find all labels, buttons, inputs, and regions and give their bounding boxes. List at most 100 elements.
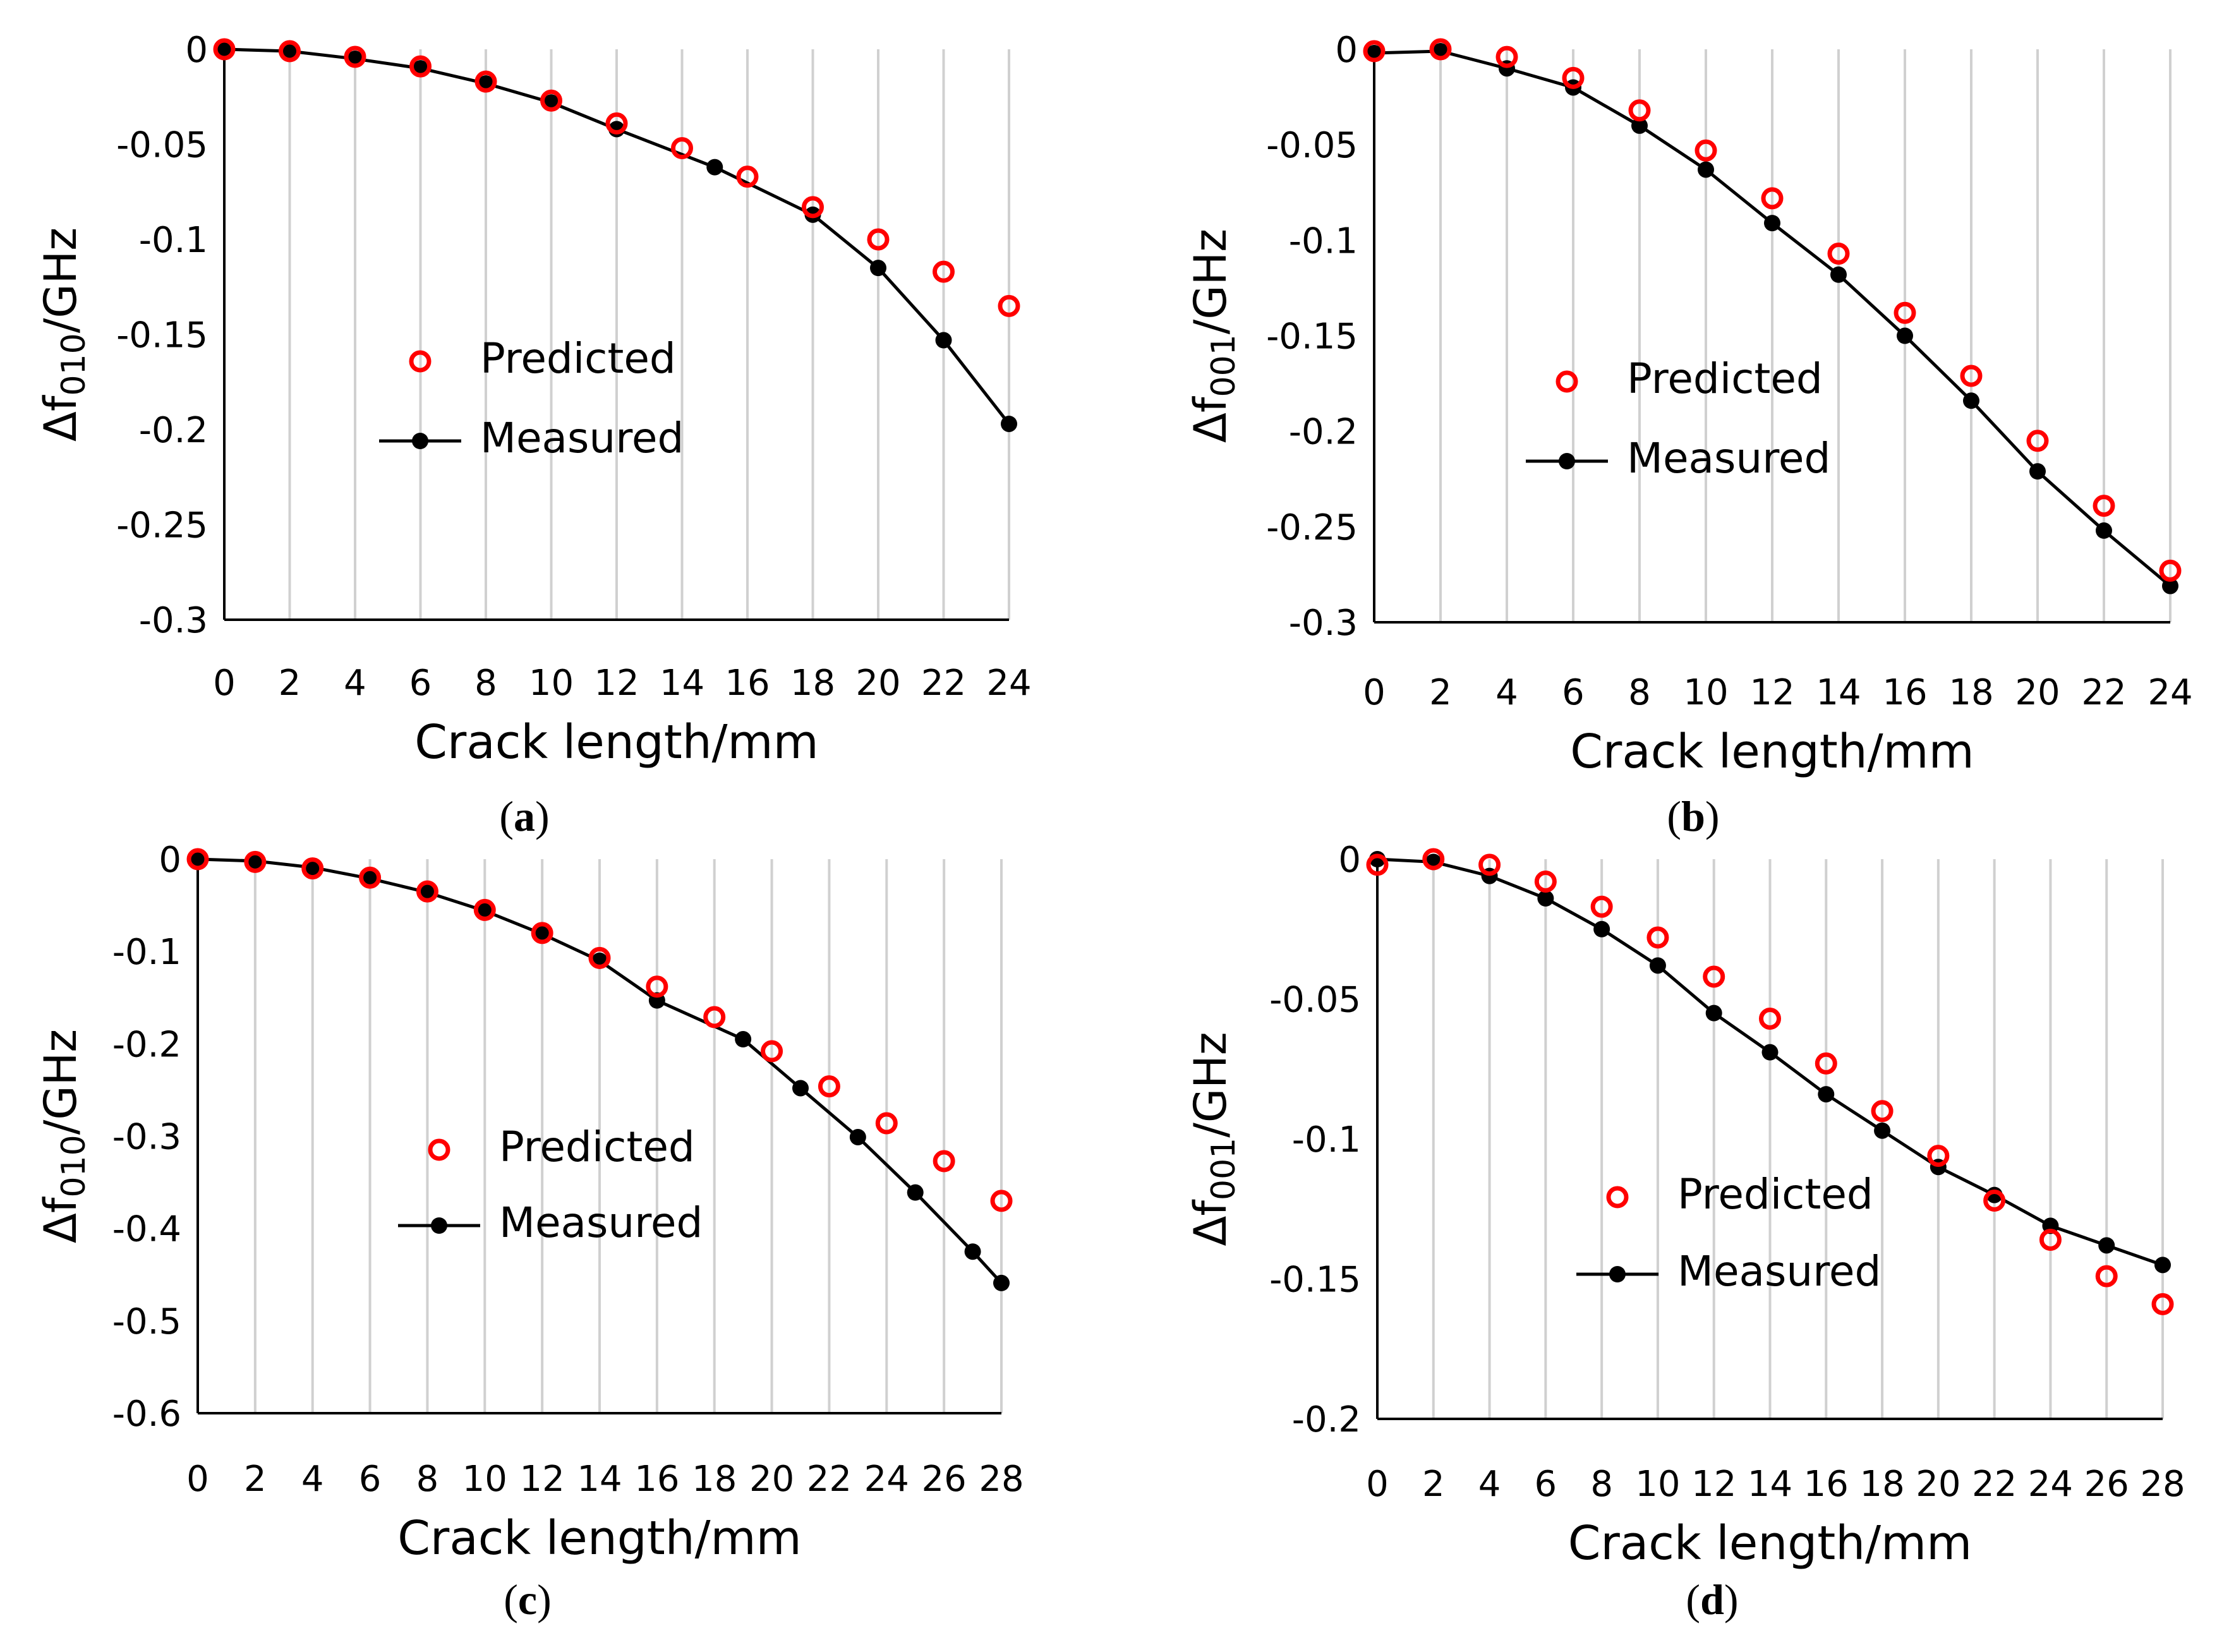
x-tick-label: 18: [1859, 1464, 1904, 1505]
predicted-point: [1694, 139, 1717, 162]
x-tick-label: 18: [692, 1459, 737, 1500]
measured-point: [1897, 327, 1913, 344]
predicted-point: [646, 975, 668, 998]
measured-point: [2096, 522, 2112, 539]
x-tick-label: 26: [922, 1459, 967, 1500]
x-tick-label: 24: [864, 1459, 909, 1500]
x-axis-label: Crack length/mm: [1568, 1516, 1972, 1571]
x-tick-label: 22: [921, 663, 966, 704]
measured-point: [1830, 266, 1847, 283]
measured-point: [1963, 392, 1979, 409]
measured-point: [1593, 920, 1610, 938]
x-tick-label: 16: [1804, 1464, 1849, 1505]
predicted-point: [1983, 1189, 2006, 1212]
caption-close-paren: ): [535, 792, 550, 840]
x-tick-label: 10: [1683, 672, 1728, 713]
x-tick-label: 28: [979, 1459, 1024, 1500]
predicted-point: [1562, 66, 1585, 89]
y-tick-label: -0.3: [112, 1117, 181, 1158]
x-tick-label: 14: [1748, 1464, 1792, 1505]
x-tick-label: 6: [1562, 672, 1585, 713]
y-axis-label-suffix: /GHz: [35, 227, 87, 333]
measured-point: [735, 1031, 752, 1048]
measured-point: [534, 925, 551, 943]
x-tick-label: 0: [1363, 672, 1386, 713]
predicted-point: [1894, 301, 1916, 324]
predicted-point: [213, 38, 236, 61]
legend-predicted-marker: [1556, 370, 1578, 393]
caption-close-paren: ): [1705, 792, 1720, 840]
measured-point: [1001, 415, 1017, 432]
y-axis-label-subscript: 001: [1205, 1138, 1243, 1200]
caption-letter: a: [514, 792, 535, 840]
predicted-point: [2151, 1293, 2174, 1315]
panel-caption: (d): [1686, 1576, 1738, 1624]
x-tick-label: 20: [749, 1459, 794, 1500]
x-axis-label: Crack length/mm: [397, 1511, 801, 1565]
predicted-point: [2039, 1228, 2062, 1251]
panel-caption: (b): [1667, 792, 1719, 840]
y-tick-label: -0.15: [1269, 1260, 1361, 1301]
legend-predicted-marker: [428, 1138, 450, 1161]
x-tick-label: 2: [1429, 672, 1452, 713]
x-tick-label: 22: [2081, 672, 2126, 713]
predicted-point: [1960, 365, 1983, 387]
predicted-point: [186, 848, 209, 871]
predicted-point: [818, 1075, 840, 1098]
measured-point: [2098, 1237, 2115, 1254]
caption-open-paren: (: [1667, 792, 1681, 840]
x-tick-label: 14: [1816, 672, 1861, 713]
y-axis-label-subscript: 010: [55, 333, 93, 395]
y-axis-label-suffix: /GHz: [1185, 1032, 1236, 1137]
measured-point: [1874, 1122, 1891, 1139]
measured-point: [476, 902, 493, 919]
measured-point: [1631, 117, 1648, 134]
measured-point: [1649, 957, 1666, 974]
measured-point: [190, 851, 206, 867]
measured-point: [870, 260, 886, 277]
measured-point: [849, 1128, 866, 1145]
y-axis-label-prefix: Δf: [1185, 1200, 1236, 1246]
x-tick-label: 4: [301, 1459, 324, 1500]
predicted-point: [344, 45, 366, 68]
measured-point: [706, 159, 723, 176]
x-tick-label: 22: [1972, 1464, 2017, 1505]
measured-point: [1761, 1044, 1779, 1061]
predicted-point: [1628, 99, 1651, 122]
legend-predicted-marker: [1606, 1186, 1629, 1209]
predicted-point: [933, 1150, 955, 1173]
caption-close-paren: ): [537, 1576, 552, 1624]
predicted-point: [409, 55, 432, 78]
panel-caption: (a): [499, 792, 549, 840]
caption-close-paren: ): [1724, 1576, 1739, 1624]
x-tick-label: 12: [520, 1459, 565, 1500]
x-tick-label: 2: [279, 663, 301, 704]
measured-point: [964, 1243, 981, 1260]
measured-point: [361, 870, 378, 887]
y-axis-label-suffix: /GHz: [1185, 229, 1236, 334]
predicted-point: [473, 898, 496, 921]
y-axis-label-suffix: /GHz: [35, 1029, 87, 1135]
y-axis-label-subscript: 001: [1205, 334, 1243, 397]
x-tick-label: 4: [1495, 672, 1518, 713]
predicted-point: [2026, 430, 2049, 452]
measured-point: [281, 43, 298, 60]
predicted-point: [1761, 187, 1784, 210]
measured-point: [419, 884, 436, 901]
measured-point: [1698, 161, 1714, 178]
measured-point: [2154, 1257, 2171, 1274]
caption-open-paren: (: [504, 1576, 518, 1624]
y-tick-label: -0.05: [1269, 980, 1361, 1021]
predicted-point: [2159, 559, 2182, 582]
x-tick-label: 6: [409, 663, 432, 704]
predicted-point: [933, 260, 955, 283]
predicted-point: [867, 228, 890, 251]
y-tick-label: -0.6: [112, 1394, 181, 1435]
predicted-point: [1759, 1008, 1781, 1030]
x-tick-label: 14: [577, 1459, 622, 1500]
x-tick-label: 20: [855, 663, 900, 704]
y-tick-label: -0.3: [1289, 603, 1358, 644]
predicted-point: [474, 70, 497, 93]
measured-point: [246, 852, 263, 869]
x-tick-label: 12: [1691, 1464, 1736, 1505]
